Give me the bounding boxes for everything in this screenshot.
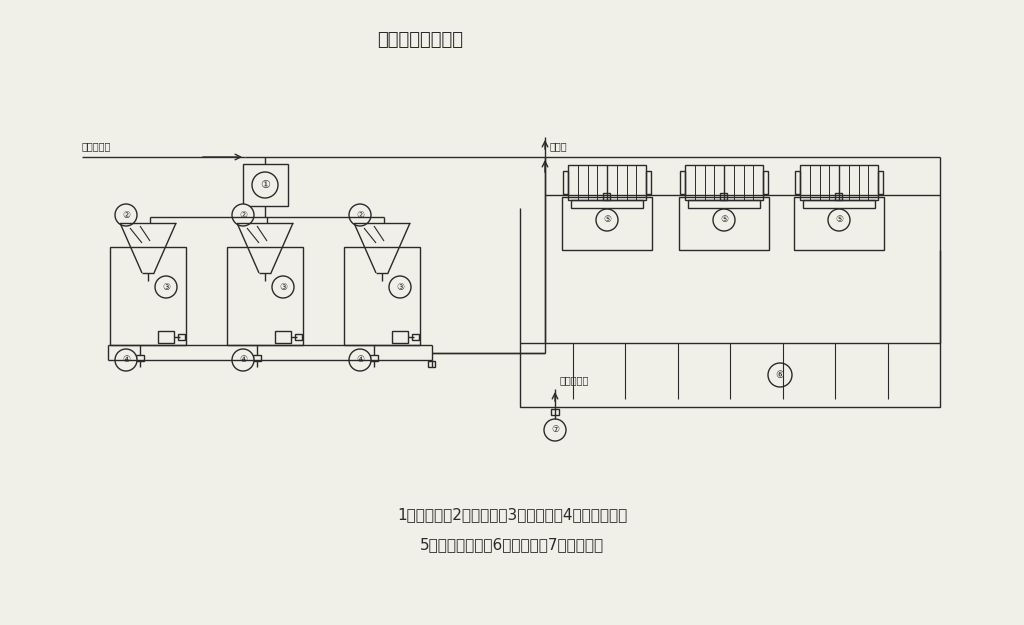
Circle shape	[713, 209, 735, 231]
Circle shape	[115, 349, 137, 371]
Bar	[253, 355, 261, 361]
Bar	[158, 331, 174, 343]
Bar	[568, 165, 646, 200]
Circle shape	[389, 276, 411, 298]
Bar	[178, 334, 185, 340]
Text: 5、板框压滤机；6、清液池；7、上清液泵: 5、板框压滤机；6、清液池；7、上清液泵	[420, 538, 604, 552]
Bar	[679, 197, 769, 250]
Text: ⑦: ⑦	[551, 426, 559, 434]
Bar	[227, 247, 303, 345]
Text: ⑤: ⑤	[835, 216, 843, 224]
Bar	[275, 331, 291, 343]
Bar	[646, 171, 651, 194]
Bar	[803, 200, 874, 208]
Text: 改造前工艺流程图: 改造前工艺流程图	[377, 31, 463, 49]
Bar	[878, 171, 883, 194]
Bar	[688, 200, 760, 208]
Text: ⑤: ⑤	[720, 216, 728, 224]
Circle shape	[252, 172, 278, 198]
Text: 自发生工序: 自发生工序	[82, 141, 112, 151]
Text: 回流管: 回流管	[550, 141, 567, 151]
Bar	[562, 197, 652, 250]
Circle shape	[349, 349, 371, 371]
Bar	[392, 331, 408, 343]
Circle shape	[828, 209, 850, 231]
Circle shape	[596, 209, 618, 231]
Bar	[295, 334, 302, 340]
Text: ⑤: ⑤	[603, 216, 611, 224]
Circle shape	[272, 276, 294, 298]
Bar	[794, 197, 884, 250]
Bar	[571, 200, 643, 208]
Circle shape	[155, 276, 177, 298]
Text: ②: ②	[239, 211, 247, 219]
Text: 去发生工序: 去发生工序	[560, 375, 590, 385]
Bar	[110, 247, 186, 345]
Bar	[243, 164, 288, 206]
Circle shape	[768, 363, 792, 387]
Text: ③: ③	[162, 282, 170, 291]
Text: ③: ③	[279, 282, 287, 291]
Bar	[563, 171, 568, 194]
Bar	[800, 165, 878, 200]
Bar	[412, 334, 419, 340]
Bar	[835, 193, 842, 200]
Bar	[136, 355, 144, 361]
Text: ③: ③	[396, 282, 404, 291]
Bar	[551, 409, 559, 415]
Circle shape	[232, 204, 254, 226]
Text: 1、分配槽；2、浓缩机；3、外排泵；4、渣浆输送泵: 1、分配槽；2、浓缩机；3、外排泵；4、渣浆输送泵	[397, 508, 627, 522]
Bar	[685, 165, 763, 200]
Bar	[795, 171, 800, 194]
Bar	[370, 355, 378, 361]
Circle shape	[232, 349, 254, 371]
Text: ④: ④	[122, 356, 130, 364]
Text: ①: ①	[260, 180, 270, 190]
Bar	[603, 193, 610, 200]
Text: ②: ②	[122, 211, 130, 219]
Circle shape	[349, 204, 371, 226]
Bar	[720, 193, 727, 200]
Circle shape	[544, 419, 566, 441]
Bar	[344, 247, 420, 345]
Circle shape	[115, 204, 137, 226]
Bar	[763, 171, 768, 194]
Text: ④: ④	[356, 356, 365, 364]
Bar	[520, 343, 940, 407]
Bar	[680, 171, 685, 194]
Text: ②: ②	[356, 211, 365, 219]
Bar	[428, 361, 435, 367]
Text: ④: ④	[239, 356, 247, 364]
Text: ⑥: ⑥	[775, 370, 784, 380]
